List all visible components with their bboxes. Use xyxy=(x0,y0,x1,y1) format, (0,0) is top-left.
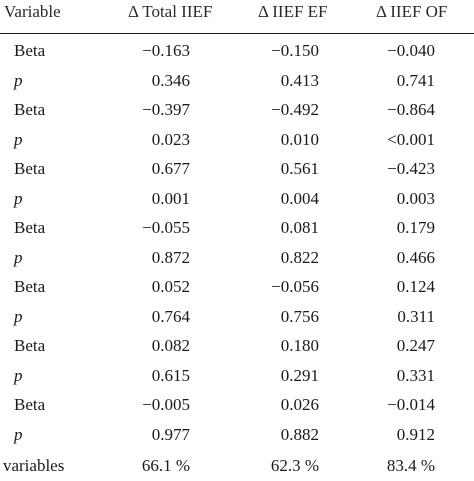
table-cell: 0.466 xyxy=(396,247,435,267)
row-label: Beta xyxy=(14,218,46,237)
table-cell: 0.004 xyxy=(280,188,319,208)
table-cell: −0.056 xyxy=(271,277,319,296)
footer-label: : variables xyxy=(0,456,65,475)
table-cell: −0.040 xyxy=(387,41,435,60)
header-variable: Variable xyxy=(4,2,61,21)
row-label: p xyxy=(14,188,23,208)
row-label: p xyxy=(14,247,23,267)
row-label: p xyxy=(14,70,23,90)
table-cell: 0.180 xyxy=(280,336,319,355)
table-cell: −0.492 xyxy=(271,100,319,119)
table-cell: 0.003 xyxy=(396,188,435,208)
header-rule xyxy=(0,33,474,34)
table-cell: 0.872 xyxy=(151,247,190,267)
table-cell: 0.561 xyxy=(280,159,319,178)
table-cell: −0.005 xyxy=(142,395,190,414)
table-cell: −0.150 xyxy=(271,41,319,60)
table-cell: −0.163 xyxy=(142,41,190,60)
table-cell: −0.423 xyxy=(387,159,435,178)
table-cell: 0.001 xyxy=(151,188,190,208)
table-cell: 0.179 xyxy=(396,218,435,237)
table-cell: 0.010 xyxy=(280,129,319,149)
table-cell: 0.756 xyxy=(280,306,319,326)
table-cell: −0.055 xyxy=(142,218,190,237)
table-cell: 0.052 xyxy=(151,277,190,296)
row-label: Beta xyxy=(14,159,46,178)
row-label: Beta xyxy=(14,277,46,296)
row-label: Beta xyxy=(14,395,46,414)
table-cell: −0.864 xyxy=(387,100,435,119)
table-cell: −0.014 xyxy=(387,395,435,414)
header-total-iief: Δ Total IIEF xyxy=(128,2,213,21)
table-cell: <0.001 xyxy=(387,129,435,149)
table-cell: 0.764 xyxy=(151,306,190,326)
table-cell: 0.346 xyxy=(151,70,190,90)
row-label: Beta xyxy=(14,100,46,119)
table-cell: 0.413 xyxy=(280,70,319,90)
table-cell: 0.741 xyxy=(396,70,435,90)
footer-cell: 83.4 % xyxy=(386,456,435,475)
table-cell: 0.311 xyxy=(397,306,435,326)
table-cell: 0.082 xyxy=(151,336,190,355)
table-cell: 0.026 xyxy=(280,395,319,414)
row-label: Beta xyxy=(14,336,46,355)
header-iief-of: Δ IIEF OF xyxy=(376,2,448,21)
table-cell: −0.397 xyxy=(142,100,190,119)
table-cell: 0.882 xyxy=(280,424,319,444)
table-cell: 0.615 xyxy=(151,365,190,385)
table-cell: 0.124 xyxy=(396,277,435,296)
table-cell: 0.977 xyxy=(151,424,190,444)
table-cell: 0.912 xyxy=(396,424,435,444)
row-label: p xyxy=(14,306,23,326)
row-label: p xyxy=(14,129,23,149)
row-label: p xyxy=(14,365,23,385)
table-cell: 0.023 xyxy=(151,129,190,149)
table-cell: 0.291 xyxy=(280,365,319,385)
table-cell: 0.822 xyxy=(280,247,319,267)
table-cell: 0.081 xyxy=(280,218,319,237)
footer-cell: 66.1 % xyxy=(141,456,190,475)
footer-cell: 62.3 % xyxy=(270,456,319,475)
table-cell: 0.677 xyxy=(151,159,190,178)
table-cell: 0.247 xyxy=(396,336,435,355)
row-label: Beta xyxy=(14,41,46,60)
row-label: p xyxy=(14,424,23,444)
header-iief-ef: Δ IIEF EF xyxy=(258,2,328,21)
table-cell: 0.331 xyxy=(396,365,435,385)
